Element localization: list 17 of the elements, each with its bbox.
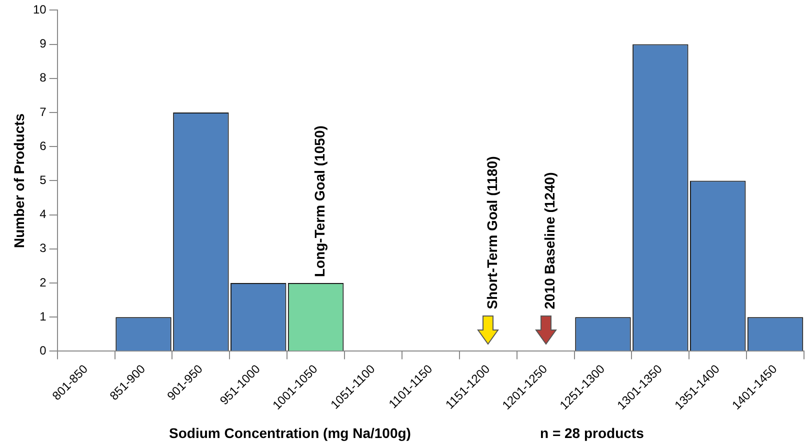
y-tick-label: 5 — [40, 173, 47, 188]
y-tick-label: 1 — [40, 309, 47, 324]
annotation: Long-Term Goal (1050) — [312, 126, 328, 278]
annotation: 2010 Baseline (1240) — [541, 172, 558, 310]
x-axis-title: Sodium Concentration (mg Na/100g) — [169, 424, 411, 441]
y-tick-label: 6 — [40, 138, 47, 153]
y-tick-label: 10 — [32, 2, 47, 17]
y-axis-title: Number of Products — [10, 113, 27, 248]
y-tick-label: 0 — [40, 344, 47, 358]
y-tick-label: 9 — [40, 36, 47, 51]
text: n = 28 products — [540, 424, 644, 441]
y-tick-label: 2 — [40, 275, 47, 290]
y-tick-label: 4 — [40, 207, 47, 222]
y-tick-label: 3 — [40, 241, 47, 256]
annotation: Short-Term Goal (1180) — [484, 156, 500, 310]
y-tick-label: 8 — [40, 70, 47, 85]
y-tick-label: 7 — [40, 104, 47, 119]
